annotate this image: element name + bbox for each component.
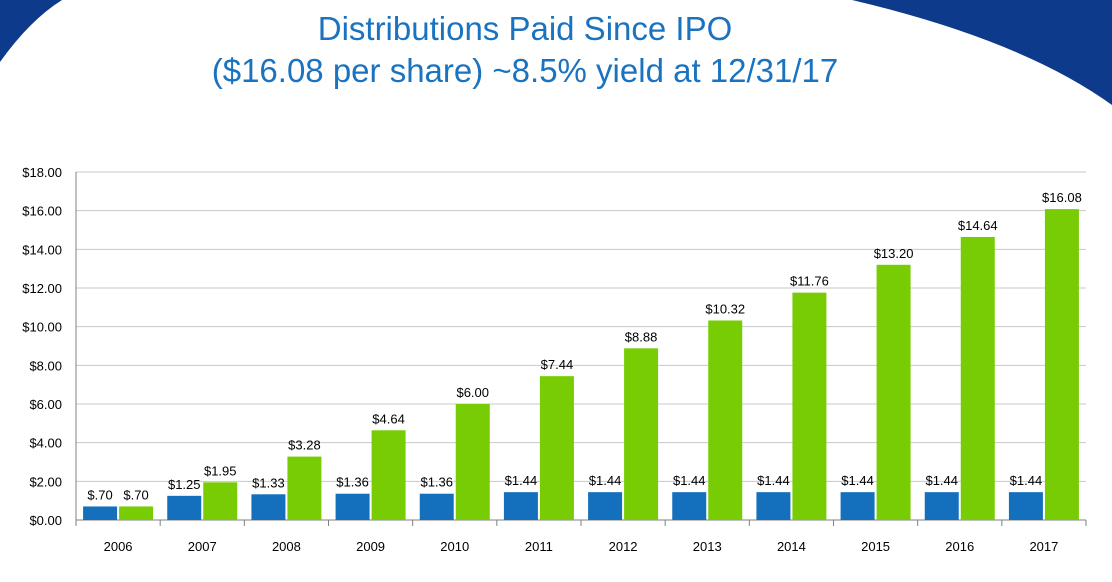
data-label: $14.64 (958, 218, 998, 233)
title-line-2: ($16.08 per share) ~8.5% yield at 12/31/… (211, 52, 839, 89)
bar (1008, 492, 1043, 520)
y-tick-label: $12.00 (22, 281, 62, 296)
bar (708, 320, 743, 520)
data-label: $11.76 (790, 274, 829, 289)
data-label: $1.44 (589, 473, 622, 488)
bar (287, 456, 322, 520)
y-tick-label: $6.00 (29, 397, 62, 412)
data-label: $1.44 (505, 473, 538, 488)
corner-decoration-right (852, 0, 1112, 105)
data-label: $6.00 (456, 385, 489, 400)
data-label: $16.08 (1042, 190, 1082, 205)
y-tick-label: $16.00 (22, 204, 62, 219)
x-tick-label: 2011 (525, 539, 553, 554)
bar (624, 348, 659, 520)
bar (83, 506, 118, 520)
bar (876, 264, 911, 520)
x-tick-label: 2014 (777, 539, 806, 554)
bar (203, 482, 238, 520)
corner-decoration-left (0, 0, 62, 62)
bar (335, 493, 370, 520)
data-label: $8.88 (625, 329, 658, 344)
data-label: $1.44 (673, 473, 706, 488)
data-label: $13.20 (874, 246, 914, 261)
x-tick-label: 2008 (272, 539, 301, 554)
data-label: $1.44 (925, 473, 958, 488)
data-label: $1.36 (420, 475, 453, 490)
x-tick-label: 2015 (861, 539, 890, 554)
bar (588, 492, 623, 520)
y-tick-label: $2.00 (29, 474, 62, 489)
bar (792, 292, 827, 520)
data-label: $1.44 (1010, 473, 1043, 488)
data-label: $7.44 (541, 357, 574, 372)
data-label: $3.28 (288, 438, 321, 453)
data-label: $4.64 (372, 411, 405, 426)
data-label: $.70 (87, 487, 112, 502)
bar (1044, 209, 1079, 520)
data-label: $1.33 (252, 475, 285, 490)
y-tick-label: $10.00 (22, 320, 62, 335)
y-tick-label: $18.00 (22, 165, 62, 180)
data-label: $1.44 (757, 473, 790, 488)
x-tick-label: 2016 (945, 539, 974, 554)
y-tick-label: $8.00 (29, 358, 62, 373)
x-tick-label: 2012 (609, 539, 638, 554)
bar (455, 404, 490, 520)
bar (924, 492, 959, 520)
bar (251, 494, 286, 520)
x-tick-label: 2009 (356, 539, 385, 554)
bar (371, 430, 406, 520)
bar (119, 506, 154, 520)
data-label: $1.44 (841, 473, 874, 488)
bar (840, 492, 875, 520)
data-label: $1.36 (336, 475, 369, 490)
x-tick-label: 2013 (693, 539, 722, 554)
bar (419, 493, 454, 520)
y-tick-label: $0.00 (29, 513, 62, 528)
data-label: $10.32 (705, 301, 745, 316)
bar (503, 492, 538, 520)
x-tick-label: 2017 (1029, 539, 1058, 554)
bar (167, 495, 202, 520)
y-tick-label: $4.00 (29, 436, 62, 451)
data-label: $1.95 (204, 463, 237, 478)
bar (756, 492, 791, 520)
data-label: $1.25 (168, 477, 201, 492)
title-line-1: Distributions Paid Since IPO (317, 10, 733, 47)
bar (960, 236, 995, 520)
bar (672, 492, 707, 520)
x-tick-label: 2007 (188, 539, 217, 554)
bar (539, 376, 574, 520)
slide-title: Distributions Paid Since IPO ($16.08 per… (0, 8, 1050, 92)
x-tick-label: 2006 (104, 539, 133, 554)
data-label: $.70 (123, 487, 148, 502)
y-tick-label: $14.00 (22, 242, 62, 257)
x-tick-label: 2010 (440, 539, 469, 554)
